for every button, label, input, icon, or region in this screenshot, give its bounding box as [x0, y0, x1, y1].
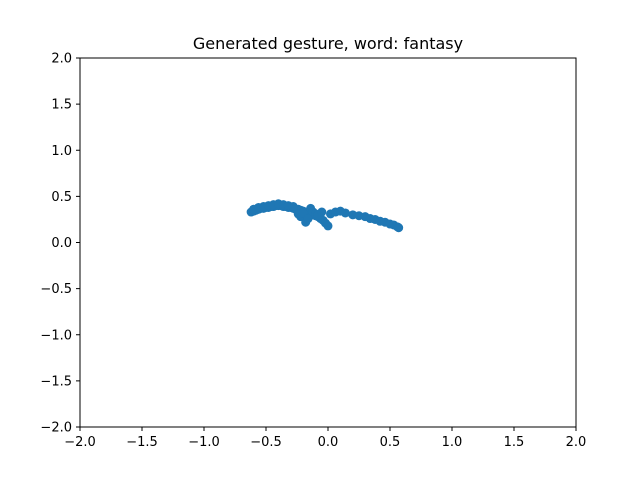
chart-title: Generated gesture, word: fantasy	[193, 34, 463, 53]
x-tick-label: −1.5	[126, 435, 158, 450]
y-tick-label: −1.5	[40, 374, 72, 389]
data-point	[288, 202, 298, 212]
y-tick-label: 0.5	[51, 190, 72, 205]
x-axis-ticks: −2.0 −1.5 −1.0 −0.5 0.0 0.5 1.0 1.5 2.0	[64, 427, 586, 450]
x-tick-label: 0.5	[380, 435, 401, 450]
y-tick-label: −1.0	[40, 328, 72, 343]
data-point	[317, 207, 327, 217]
data-point	[340, 208, 350, 218]
data-point	[394, 223, 404, 233]
data-point	[303, 214, 313, 224]
plot-area-frame	[79, 57, 577, 428]
y-tick-label: 1.0	[51, 144, 72, 159]
y-tick-label: 2.0	[51, 52, 72, 67]
x-tick-label: −2.0	[64, 435, 96, 450]
y-axis-ticks: −2.0 −1.5 −1.0 −0.5 0.0 0.5 1.0 1.5 2.0	[40, 52, 80, 436]
x-tick-label: 0.0	[318, 435, 339, 450]
x-tick-label: −1.0	[188, 435, 220, 450]
x-tick-label: 1.5	[504, 435, 525, 450]
data-point	[323, 221, 333, 231]
y-tick-label: 1.5	[51, 98, 72, 113]
y-tick-label: 0.0	[51, 236, 72, 251]
y-tick-label: −0.5	[40, 282, 72, 297]
x-tick-label: −0.5	[250, 435, 282, 450]
y-tick-label: −2.0	[40, 421, 72, 436]
x-tick-label: 1.0	[442, 435, 463, 450]
points-layer	[246, 199, 404, 233]
x-tick-label: 2.0	[566, 435, 587, 450]
